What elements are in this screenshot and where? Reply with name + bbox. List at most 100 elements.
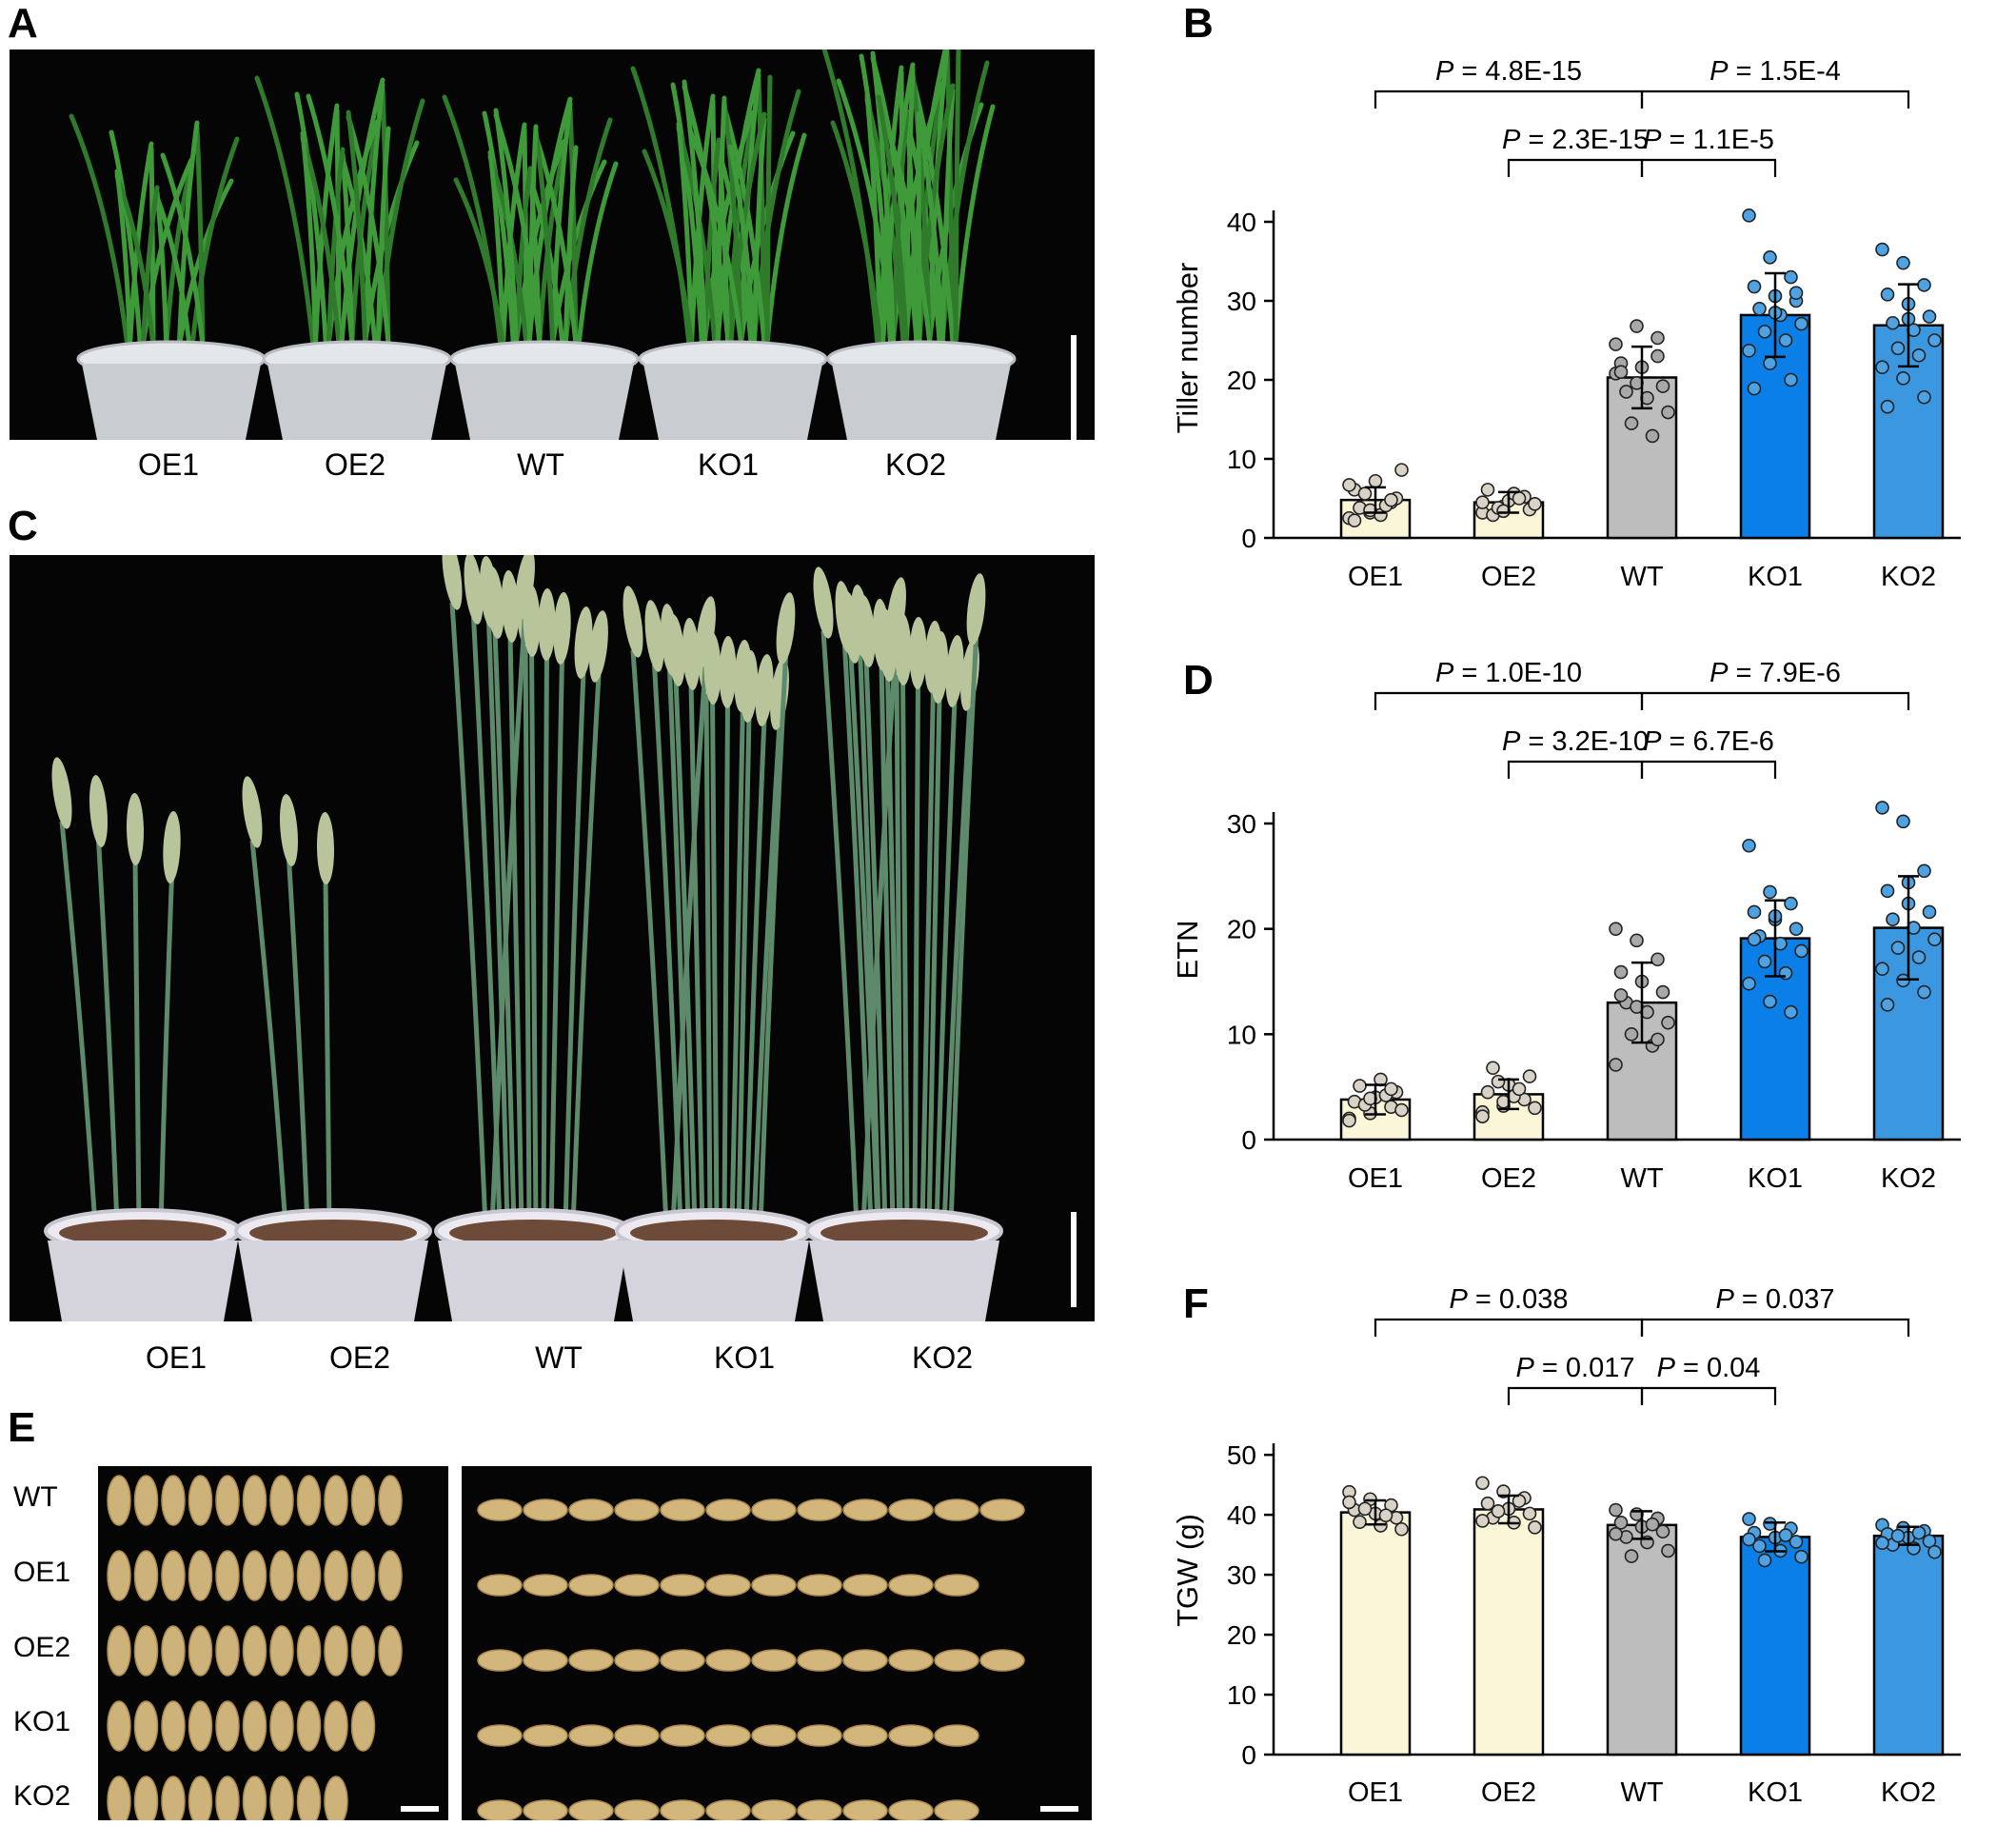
p-value-label: P = 6.7E-6 (1643, 726, 1774, 757)
data-point (1661, 405, 1675, 420)
data-point (1886, 315, 1900, 330)
chart-tiller-number: 0 10 20 30 40 Tiller number OE1 OE2 WT KO1 KO2 P = … (1171, 56, 1961, 592)
data-point (1763, 356, 1777, 370)
p-value-label: P = 1.1E-5 (1643, 125, 1774, 155)
scale-bar (401, 1806, 439, 1812)
label-a-ko2: KO2 (884, 447, 947, 482)
data-point (1342, 1495, 1356, 1510)
data-point (1742, 1532, 1756, 1547)
significance-bracket (1640, 89, 1910, 109)
data-point (1784, 896, 1798, 911)
data-point (1528, 1101, 1542, 1116)
data-point (1609, 1526, 1623, 1541)
data-point (1896, 371, 1910, 386)
data-point (1890, 341, 1906, 356)
p-value-label: P = 1.5E-4 (1710, 56, 1841, 87)
data-point (1384, 492, 1398, 507)
x-tick-label: WT (1620, 1163, 1663, 1194)
significance-bracket (1507, 760, 1644, 779)
data-point (1880, 998, 1895, 1012)
label-a-wt: WT (517, 447, 564, 482)
data-point (1512, 491, 1527, 506)
p-value-label: P = 7.9E-6 (1710, 658, 1841, 688)
data-point (1875, 962, 1889, 977)
x-tick-label: OE2 (1481, 1777, 1536, 1808)
data-point (1778, 1528, 1793, 1542)
x-tick-label: KO1 (1748, 562, 1803, 592)
data-point (1394, 1102, 1409, 1118)
data-point (1747, 904, 1762, 920)
data-point (1655, 1524, 1670, 1539)
x-tick-label: OE1 (1348, 562, 1403, 592)
data-point (1661, 1543, 1675, 1558)
data-point (1624, 1549, 1639, 1563)
data-point (1742, 976, 1756, 991)
data-point (1645, 1517, 1660, 1532)
data-point (1875, 801, 1889, 815)
significance-bracket (1640, 158, 1777, 177)
p-value-label: P = 1.0E-10 (1435, 658, 1582, 688)
panel-letter-a: A (8, 0, 38, 47)
photo-seedlings (10, 50, 1095, 440)
data-point (1742, 838, 1756, 853)
label-c-oe2: OE2 (328, 1340, 391, 1375)
photo-grain-length (462, 1466, 1092, 1820)
photo-mature-plants (10, 555, 1095, 1321)
significance-bracket (1374, 1318, 1644, 1337)
x-tick-label: OE2 (1481, 562, 1536, 592)
data-point (1794, 1549, 1808, 1564)
panel-letter-f: F (1183, 1280, 1209, 1327)
data-point (1875, 360, 1889, 375)
data-point (1896, 814, 1910, 829)
label-a-ko1: KO1 (697, 447, 760, 482)
label-e-oe2: OE2 (13, 1632, 71, 1663)
significance-bracket (1507, 158, 1644, 177)
data-point (1650, 330, 1665, 346)
x-tick-label: KO2 (1881, 562, 1936, 592)
x-tick-label: WT (1620, 562, 1663, 592)
data-point (1394, 1521, 1409, 1537)
data-point (1655, 379, 1670, 393)
data-point (1742, 1512, 1756, 1526)
data-point (1630, 319, 1644, 333)
scale-bar (1071, 335, 1077, 440)
label-c-wt: WT (535, 1340, 583, 1375)
photo-grain-width (98, 1466, 448, 1820)
data-point (1609, 1058, 1623, 1072)
data-point (1347, 513, 1362, 528)
data-point (1613, 365, 1629, 380)
data-point (1742, 343, 1756, 358)
data-point (1528, 497, 1542, 511)
data-point (1522, 1069, 1537, 1083)
data-point (1917, 389, 1931, 405)
label-e-ko2: KO2 (13, 1780, 71, 1812)
data-point (1880, 288, 1895, 302)
data-point (1911, 950, 1927, 964)
data-point (1512, 1082, 1527, 1097)
data-point (1655, 984, 1670, 1000)
y-tick-label: 20 (1227, 1620, 1256, 1650)
x-tick-label: OE1 (1348, 1777, 1403, 1808)
data-point (1789, 286, 1804, 301)
p-value-label: P = 4.8E-15 (1435, 56, 1582, 87)
y-tick-label: 10 (1227, 1020, 1256, 1049)
y-tick-label: 40 (1227, 1500, 1256, 1530)
significance-bracket (1507, 1386, 1644, 1405)
data-point (1747, 381, 1762, 396)
p-value-label: P = 0.038 (1450, 1284, 1569, 1315)
data-point (1342, 1113, 1356, 1128)
data-point (1742, 208, 1756, 223)
scale-bar (1040, 1806, 1078, 1812)
significance-bracket (1374, 89, 1644, 109)
label-e-ko1: KO1 (13, 1706, 71, 1737)
y-tick-label: 20 (1227, 366, 1256, 395)
data-point (1357, 1501, 1373, 1517)
data-point (1911, 1525, 1927, 1540)
label-e-oe1: OE1 (13, 1557, 71, 1588)
data-point (1890, 941, 1906, 955)
data-point (1624, 416, 1639, 430)
y-tick-label: 40 (1227, 208, 1256, 237)
significance-bracket (1374, 691, 1644, 710)
y-axis-label: TGW (g) (1171, 1514, 1204, 1627)
data-point (1353, 1079, 1367, 1093)
